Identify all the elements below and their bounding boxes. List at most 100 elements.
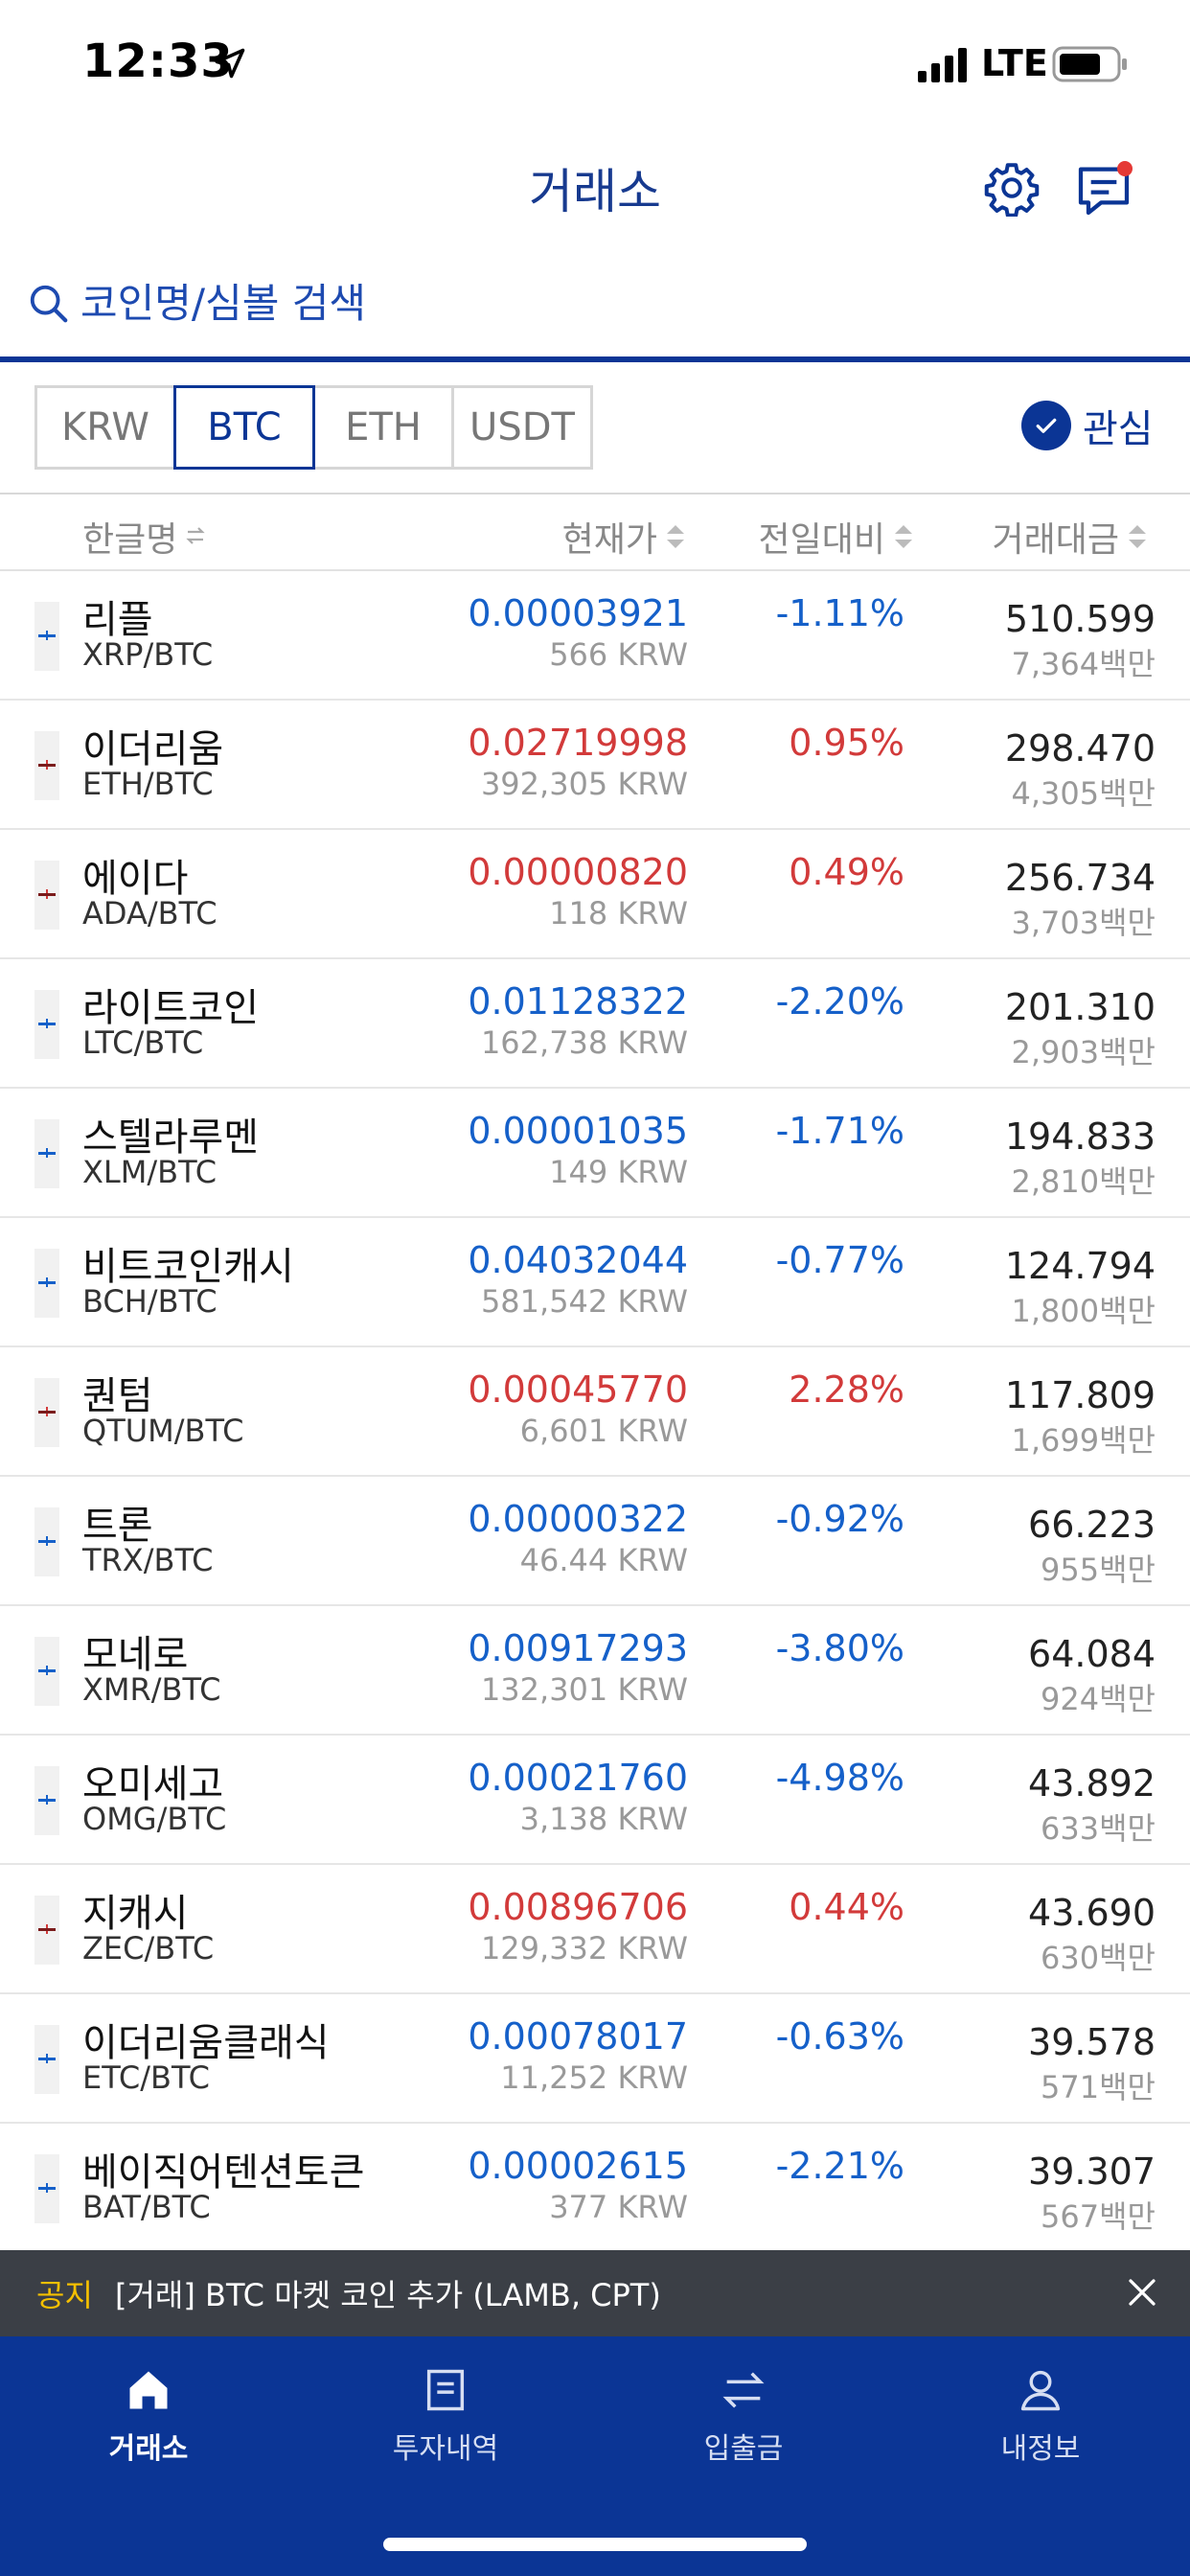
coin-name: 오미세고	[82, 1762, 224, 1806]
coin-volume-krw: 924백만	[1041, 1681, 1156, 1717]
coin-pair: XRP/BTC	[82, 636, 214, 673]
coin-change: -0.92%	[775, 1498, 904, 1540]
coin-volume-krw: 2,810백만	[1011, 1163, 1156, 1200]
coin-price: 0.00001035	[468, 1110, 688, 1152]
column-name-header[interactable]: 한글명	[82, 512, 208, 562]
coin-volume: 256.734	[1004, 857, 1156, 899]
coin-volume: 66.223	[1028, 1504, 1156, 1546]
coin-krw-price: 132,301 KRW	[480, 1671, 688, 1708]
coin-pair: ZEC/BTC	[82, 1930, 215, 1966]
coin-pair: XLM/BTC	[82, 1154, 217, 1190]
coin-change: -0.63%	[775, 2015, 904, 2058]
coin-change: -0.77%	[775, 1239, 904, 1281]
nav-label: 거래소	[108, 2432, 189, 2466]
status-bar: 12:33 LTE	[0, 0, 1190, 125]
mini-candle-icon	[34, 2154, 59, 2223]
coin-volume: 64.084	[1028, 1633, 1156, 1675]
coin-row[interactable]: 비트코인캐시 BCH/BTC 0.04032044 581,542 KRW -0…	[0, 1218, 1190, 1347]
gear-icon[interactable]	[983, 159, 1041, 217]
search-input[interactable]	[80, 274, 943, 332]
coin-row[interactable]: 오미세고 OMG/BTC 0.00021760 3,138 KRW -4.98%…	[0, 1736, 1190, 1865]
coin-change: -2.21%	[775, 2145, 904, 2187]
nav-investments[interactable]: 투자내역	[297, 2365, 594, 2467]
mini-candle-icon	[34, 1766, 59, 1835]
swap-sort-icon	[186, 527, 206, 544]
favorites-toggle[interactable]: 관심	[1021, 397, 1154, 454]
coin-price: 0.00002615	[468, 2145, 688, 2187]
check-circle-icon	[1021, 401, 1071, 450]
coin-change: 0.44%	[789, 1886, 904, 1928]
column-change-header[interactable]: 전일대비	[759, 512, 916, 562]
coin-price: 0.00000820	[468, 851, 688, 893]
sort-arrows-icon	[667, 525, 684, 548]
coin-volume-krw: 2,903백만	[1011, 1034, 1156, 1070]
coin-volume: 194.833	[1004, 1116, 1156, 1158]
coin-krw-price: 6,601 KRW	[519, 1413, 688, 1449]
coin-volume-krw: 955백만	[1041, 1552, 1156, 1588]
coin-krw-price: 118 KRW	[549, 895, 688, 932]
tab-eth[interactable]: ETH	[312, 385, 454, 470]
coin-price: 0.00917293	[468, 1627, 688, 1669]
tab-usdt[interactable]: USDT	[451, 385, 593, 470]
network-label: LTE	[981, 42, 1048, 84]
tab-krw[interactable]: KRW	[34, 385, 176, 470]
coin-volume: 201.310	[1004, 986, 1156, 1028]
coin-price: 0.00045770	[468, 1368, 688, 1411]
coin-pair: QTUM/BTC	[82, 1413, 244, 1449]
close-icon[interactable]	[1125, 2275, 1159, 2310]
column-volume-label: 거래대금	[992, 520, 1119, 560]
column-volume-header[interactable]: 거래대금	[993, 512, 1150, 562]
coin-change: -3.80%	[775, 1627, 904, 1669]
coin-row[interactable]: 모네로 XMR/BTC 0.00917293 132,301 KRW -3.80…	[0, 1606, 1190, 1736]
column-name-label: 한글명	[82, 520, 178, 560]
coin-krw-price: 3,138 KRW	[519, 1801, 688, 1837]
column-price-label: 현재가	[561, 520, 657, 560]
coin-volume-krw: 7,364백만	[1011, 646, 1156, 682]
coin-row[interactable]: 베이직어텐션토큰 BAT/BTC 0.00002615 377 KRW -2.2…	[0, 2124, 1190, 2253]
coin-name: 이더리움	[82, 727, 224, 771]
coin-row[interactable]: 에이다 ADA/BTC 0.00000820 118 KRW 0.49% 256…	[0, 830, 1190, 959]
coin-krw-price: 566 KRW	[549, 636, 688, 673]
coin-row[interactable]: 퀀텀 QTUM/BTC 0.00045770 6,601 KRW 2.28% 1…	[0, 1347, 1190, 1477]
coin-volume: 39.307	[1028, 2150, 1156, 2193]
nav-deposit-withdraw[interactable]: 입출금	[595, 2365, 892, 2467]
coin-change: 0.49%	[789, 851, 904, 893]
coin-volume: 43.892	[1028, 1762, 1156, 1805]
coin-name: 에이다	[82, 857, 189, 901]
coin-row[interactable]: 이더리움 ETH/BTC 0.02719998 392,305 KRW 0.95…	[0, 701, 1190, 830]
nav-exchange[interactable]: 거래소	[0, 2365, 297, 2467]
coin-volume-krw: 1,800백만	[1011, 1293, 1156, 1329]
coin-krw-price: 162,738 KRW	[480, 1024, 688, 1061]
home-indicator[interactable]	[383, 2538, 807, 2551]
coin-change: 2.28%	[789, 1368, 904, 1411]
coin-name: 리플	[82, 598, 153, 642]
coin-change: -1.71%	[775, 1110, 904, 1152]
search-bar	[0, 268, 1190, 362]
coin-volume: 39.578	[1028, 2021, 1156, 2063]
coin-row[interactable]: 리플 XRP/BTC 0.00003921 566 KRW -1.11% 510…	[0, 571, 1190, 701]
nav-my-info[interactable]: 내정보	[892, 2365, 1189, 2467]
coin-volume-krw: 630백만	[1041, 1940, 1156, 1976]
coin-change: -2.20%	[775, 980, 904, 1023]
coin-price: 0.02719998	[468, 722, 688, 764]
coin-row[interactable]: 이더리움클래식 ETC/BTC 0.00078017 11,252 KRW -0…	[0, 1994, 1190, 2124]
coin-row[interactable]: 트론 TRX/BTC 0.00000322 46.44 KRW -0.92% 6…	[0, 1477, 1190, 1606]
coin-row[interactable]: 스텔라루멘 XLM/BTC 0.00001035 149 KRW -1.71% …	[0, 1089, 1190, 1218]
nav-label: 내정보	[1000, 2432, 1081, 2466]
tab-btc[interactable]: BTC	[173, 385, 315, 470]
coin-row[interactable]: 라이트코인 LTC/BTC 0.01128322 162,738 KRW -2.…	[0, 959, 1190, 1089]
coin-volume: 298.470	[1004, 727, 1156, 770]
coin-pair: LTC/BTC	[82, 1024, 204, 1061]
coin-name: 스텔라루멘	[82, 1116, 259, 1160]
notice-text: [거래] BTC 마켓 코인 추가 (LAMB, CPT)	[115, 2277, 661, 2313]
notice-bar[interactable]: 공지 [거래] BTC 마켓 코인 추가 (LAMB, CPT)	[0, 2250, 1190, 2336]
transfer-icon	[722, 2372, 765, 2408]
coin-price: 0.01128322	[468, 980, 688, 1023]
coin-krw-price: 46.44 KRW	[519, 1542, 688, 1578]
notice-tag: 공지	[36, 2277, 93, 2313]
coin-row[interactable]: 지캐시 ZEC/BTC 0.00896706 129,332 KRW 0.44%…	[0, 1865, 1190, 1994]
coin-name: 퀀텀	[82, 1374, 153, 1418]
column-price-header[interactable]: 현재가	[562, 512, 688, 562]
status-time: 12:33	[82, 34, 234, 88]
mini-candle-icon	[34, 602, 59, 671]
